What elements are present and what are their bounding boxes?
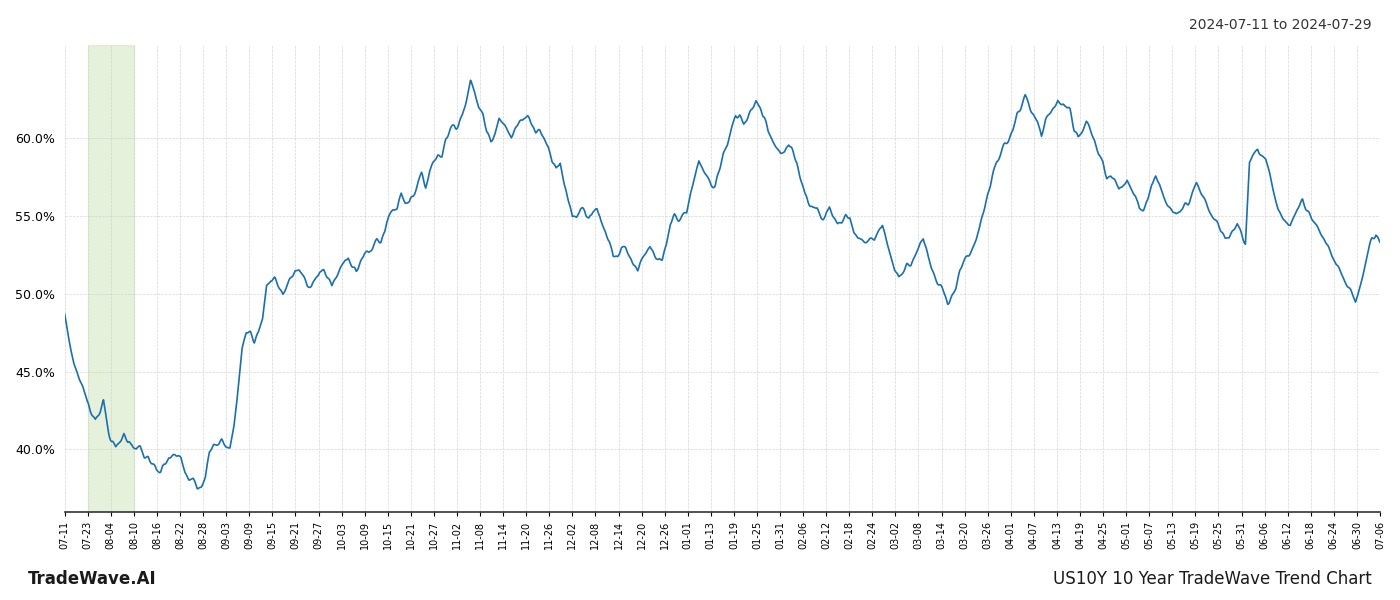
Text: US10Y 10 Year TradeWave Trend Chart: US10Y 10 Year TradeWave Trend Chart bbox=[1053, 570, 1372, 588]
Bar bbox=[88, 45, 134, 512]
Text: TradeWave.AI: TradeWave.AI bbox=[28, 570, 157, 588]
Text: 2024-07-11 to 2024-07-29: 2024-07-11 to 2024-07-29 bbox=[1190, 18, 1372, 32]
